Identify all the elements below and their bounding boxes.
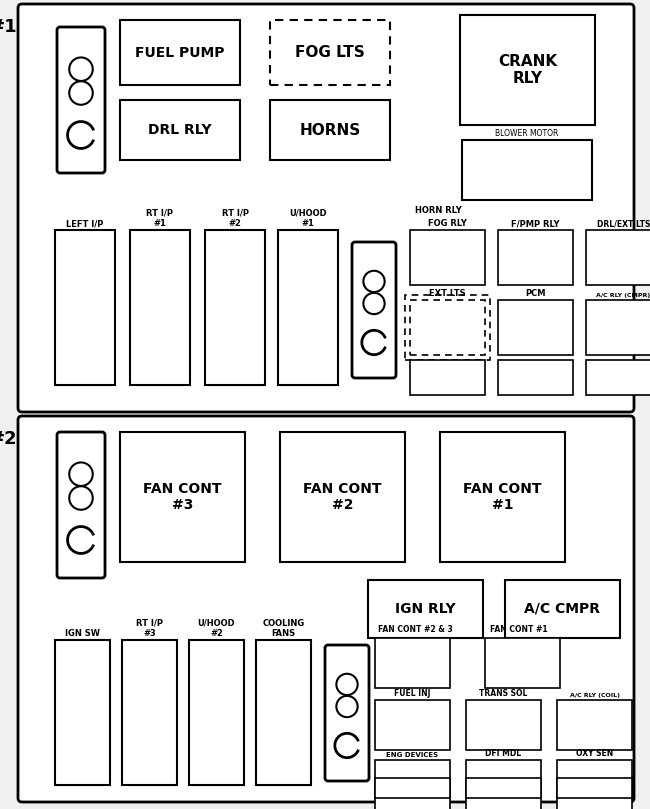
Bar (466, 700, 541, 750)
Text: U/HOOD
#1: U/HOOD #1 (289, 209, 327, 228)
Circle shape (341, 700, 354, 713)
Bar (466, 778, 541, 798)
Text: IGN RLY: IGN RLY (395, 602, 456, 616)
Bar (557, 700, 632, 750)
Text: CRANK
RLY: CRANK RLY (498, 54, 557, 87)
Bar (375, 778, 450, 798)
Text: A/C CMPR: A/C CMPR (525, 602, 601, 616)
Text: FAN CONT
#3: FAN CONT #3 (143, 482, 222, 512)
Bar (55, 230, 115, 385)
Text: RT I/P
#2: RT I/P #2 (222, 209, 248, 228)
Bar (375, 638, 450, 688)
Bar (485, 638, 560, 688)
Bar (270, 20, 390, 85)
Bar (278, 230, 338, 385)
Bar (120, 432, 245, 562)
FancyBboxPatch shape (352, 242, 396, 378)
Bar (410, 300, 485, 355)
Bar (120, 20, 240, 85)
Bar (505, 580, 620, 638)
Circle shape (74, 467, 88, 481)
Bar (440, 432, 565, 562)
Text: A/C RLY (COIL): A/C RLY (COIL) (569, 693, 619, 698)
Bar (410, 230, 485, 285)
Text: FUEL PUMP: FUEL PUMP (135, 45, 225, 60)
Bar (256, 640, 311, 785)
Text: DRL RLY: DRL RLY (148, 123, 212, 137)
Bar (405, 295, 490, 360)
Bar (375, 760, 450, 809)
Bar (466, 760, 541, 809)
FancyBboxPatch shape (325, 645, 369, 781)
Text: FOG RLY: FOG RLY (428, 219, 467, 228)
Bar (410, 360, 485, 395)
Text: TRANS SOL: TRANS SOL (479, 689, 528, 698)
FancyBboxPatch shape (18, 416, 634, 802)
Circle shape (74, 62, 88, 76)
Bar (586, 360, 650, 395)
Bar (270, 100, 390, 160)
Text: RT I/P
#3: RT I/P #3 (136, 619, 163, 638)
Text: HORN RLY: HORN RLY (415, 206, 461, 215)
Circle shape (368, 275, 380, 288)
Bar (122, 640, 177, 785)
Text: FAN CONT #2 & 3: FAN CONT #2 & 3 (378, 625, 453, 634)
Bar (130, 230, 190, 385)
Bar (189, 640, 244, 785)
Text: FAN CONT
#2: FAN CONT #2 (304, 482, 382, 512)
FancyBboxPatch shape (18, 4, 634, 412)
Text: FUEL INJ: FUEL INJ (395, 689, 431, 698)
Bar (375, 700, 450, 750)
Bar (498, 360, 573, 395)
Text: U/HOOD
#2: U/HOOD #2 (198, 619, 235, 638)
Bar (557, 760, 632, 809)
FancyBboxPatch shape (57, 432, 105, 578)
Bar (498, 300, 573, 355)
Text: DFI MDL: DFI MDL (486, 749, 521, 758)
Text: F/PMP RLY: F/PMP RLY (512, 219, 560, 228)
Text: ENG DEVICES: ENG DEVICES (387, 752, 439, 758)
Bar (498, 230, 573, 285)
FancyBboxPatch shape (57, 27, 105, 173)
Text: A/C RLY (CMPR): A/C RLY (CMPR) (597, 293, 650, 298)
Text: DRL/EXT LTS: DRL/EXT LTS (597, 219, 650, 228)
Text: #2: #2 (0, 430, 17, 448)
Circle shape (368, 297, 380, 310)
Text: IGN SW: IGN SW (65, 629, 100, 638)
Bar (368, 580, 483, 638)
Bar (120, 100, 240, 160)
Circle shape (74, 86, 88, 100)
Text: HORNS: HORNS (300, 122, 361, 138)
Text: COOLING
FANS: COOLING FANS (263, 619, 305, 638)
Text: FOG LTS: FOG LTS (295, 45, 365, 60)
Bar (586, 230, 650, 285)
Text: PCM: PCM (525, 289, 546, 298)
Text: EXT LTS: EXT LTS (429, 289, 466, 298)
Text: FAN CONT #1: FAN CONT #1 (490, 625, 547, 634)
Bar (557, 778, 632, 798)
Bar (55, 640, 110, 785)
Text: BLOWER MOTOR: BLOWER MOTOR (495, 129, 559, 138)
Bar (462, 140, 592, 200)
Circle shape (341, 678, 354, 691)
Text: RT I/P
#1: RT I/P #1 (146, 209, 174, 228)
Bar (586, 300, 650, 355)
Bar (460, 15, 595, 125)
Bar (205, 230, 265, 385)
Text: OXY SEN: OXY SEN (576, 749, 613, 758)
Text: LEFT I/P: LEFT I/P (66, 219, 104, 228)
Bar (280, 432, 405, 562)
Text: #1: #1 (0, 18, 17, 36)
Text: FAN CONT
#1: FAN CONT #1 (463, 482, 541, 512)
Circle shape (74, 491, 88, 505)
